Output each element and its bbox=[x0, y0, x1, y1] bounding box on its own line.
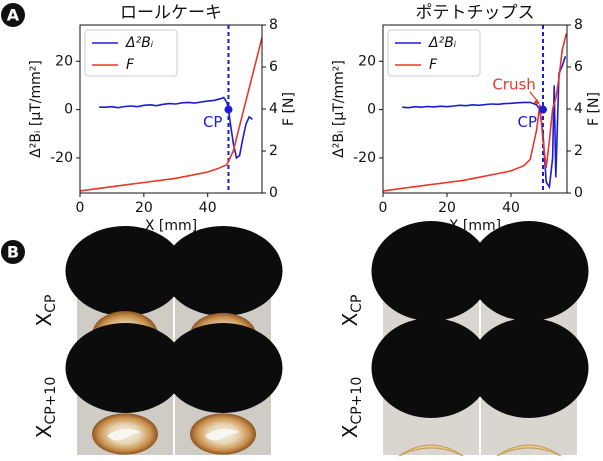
photo-probe-top bbox=[481, 360, 577, 380]
panel-label: A bbox=[7, 6, 20, 25]
row-label-sub: CP+10 bbox=[43, 377, 59, 425]
photo-probe-top bbox=[383, 360, 479, 380]
y-tick-label: 0 bbox=[367, 102, 376, 118]
row-label-sub: CP+10 bbox=[349, 377, 365, 425]
photo-probe-top bbox=[481, 263, 577, 283]
row-label-main: X bbox=[338, 312, 362, 326]
y-axis-label: Δ²Bᵢ [μT/mm²] bbox=[331, 60, 347, 158]
y2-tick-label: 0 bbox=[269, 185, 278, 201]
row-label: XCP+10 bbox=[338, 377, 366, 438]
row-label-sub: CP bbox=[43, 295, 59, 313]
panel-label: B bbox=[7, 243, 19, 262]
y2-tick-label: 4 bbox=[269, 101, 278, 117]
row-label-main: X bbox=[32, 424, 56, 438]
row-label-main: X bbox=[32, 312, 56, 326]
cp-label: CP bbox=[517, 113, 537, 131]
legend-label: Δ²Bᵢ bbox=[125, 35, 154, 51]
annotation: Crush bbox=[492, 75, 535, 93]
y2-tick-label: 0 bbox=[574, 185, 583, 201]
figure: A B ロールケーキ02040-2002002468X [mm]Δ²Bᵢ [μT… bbox=[0, 0, 603, 461]
x-tick-label: 20 bbox=[438, 200, 456, 216]
x-tick-label: 0 bbox=[379, 200, 388, 216]
y2-tick-label: 2 bbox=[574, 143, 583, 159]
row-label-main: X bbox=[338, 424, 362, 438]
photo-probe-top bbox=[383, 263, 479, 283]
row-label: XCP bbox=[32, 295, 60, 327]
y-tick-label: -20 bbox=[50, 150, 73, 166]
row-label-sub: CP bbox=[349, 295, 365, 313]
row-label: XCP+10 bbox=[32, 377, 60, 438]
cp-point bbox=[224, 106, 232, 114]
legend-label: F bbox=[126, 57, 135, 73]
cp-label: CP bbox=[203, 113, 223, 131]
y2-tick-label: 4 bbox=[574, 101, 583, 117]
y-tick-label: 20 bbox=[358, 53, 376, 69]
y-tick-label: -20 bbox=[353, 150, 376, 166]
photo-probe-top bbox=[77, 360, 173, 380]
chart-title: ロールケーキ bbox=[120, 3, 222, 23]
legend-label: F bbox=[429, 57, 438, 73]
y2-axis-label: F [N] bbox=[586, 92, 602, 126]
y2-tick-label: 8 bbox=[269, 17, 278, 33]
y2-tick-label: 2 bbox=[269, 143, 278, 159]
x-tick-label: 0 bbox=[76, 200, 85, 216]
photo-probe-top bbox=[175, 263, 271, 283]
x-tick-label: 20 bbox=[135, 200, 153, 216]
y-tick-label: 0 bbox=[64, 102, 73, 118]
chart-title: ポテトチップス bbox=[416, 3, 535, 23]
y-tick-label: 20 bbox=[55, 53, 73, 69]
cp-point bbox=[539, 106, 547, 114]
photo-probe-top bbox=[77, 263, 173, 283]
y-axis-label: Δ²Bᵢ [μT/mm²] bbox=[28, 60, 44, 158]
legend-label: Δ²Bᵢ bbox=[428, 35, 457, 51]
y2-tick-label: 6 bbox=[269, 59, 278, 75]
y2-tick-label: 8 bbox=[574, 17, 583, 33]
row-label: XCP bbox=[338, 295, 366, 327]
y2-axis-label: F [N] bbox=[281, 92, 297, 126]
y2-tick-label: 6 bbox=[574, 59, 583, 75]
photo-probe-top bbox=[175, 360, 271, 380]
x-tick-label: 40 bbox=[502, 200, 520, 216]
x-tick-label: 40 bbox=[199, 200, 217, 216]
